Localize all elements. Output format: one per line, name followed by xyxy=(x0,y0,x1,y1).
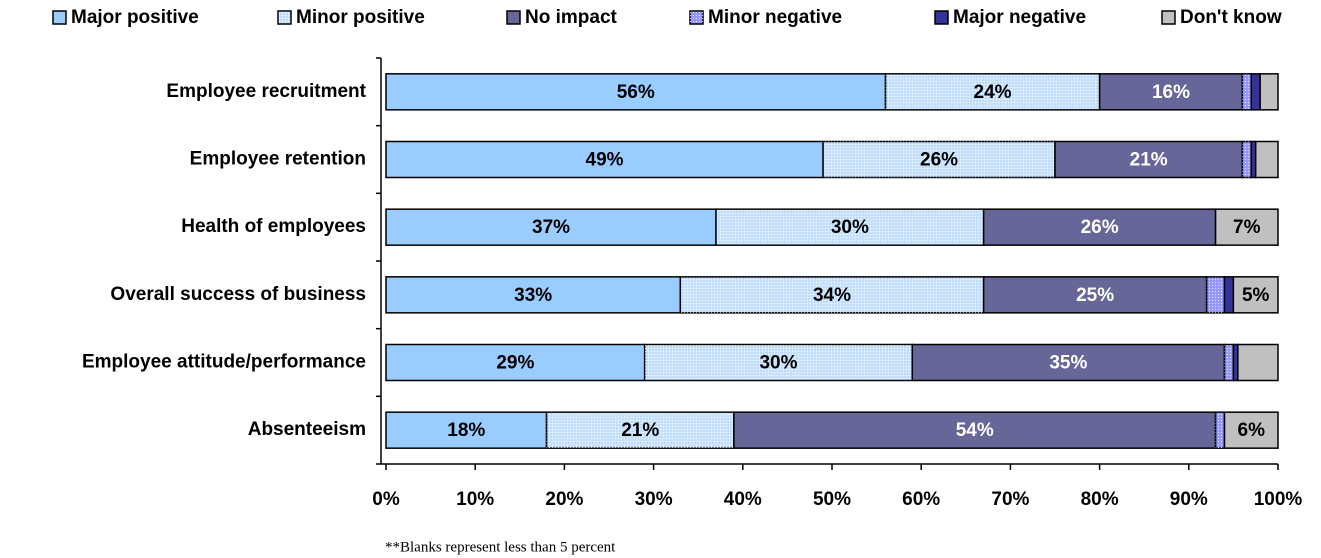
y-tick-label: Employee recruitment xyxy=(166,81,366,102)
bar-segment xyxy=(385,140,824,179)
bar-segment-pattern xyxy=(823,141,1055,178)
legend-label: Minor positive xyxy=(296,7,425,28)
legend-label: Don't know xyxy=(1180,7,1282,28)
bar-segment xyxy=(1214,208,1279,246)
bar-segment-pattern xyxy=(1242,73,1252,110)
bar-segment xyxy=(1223,411,1279,449)
bar-segment xyxy=(385,343,646,382)
data-label: 21% xyxy=(621,420,659,441)
data-label: 34% xyxy=(813,285,851,306)
data-label: 26% xyxy=(1081,217,1119,238)
x-tick-label: 70% xyxy=(991,489,1029,510)
bar-segment xyxy=(982,276,1208,314)
data-label: 37% xyxy=(532,217,570,238)
x-tick-label: 60% xyxy=(902,489,940,510)
bar-segment xyxy=(1237,343,1279,382)
legend-swatch-pattern xyxy=(690,11,703,24)
legend-label: Major negative xyxy=(953,7,1086,28)
data-label: 6% xyxy=(1238,420,1266,441)
data-label: 29% xyxy=(496,353,534,374)
bar-segment xyxy=(1232,276,1279,314)
bar-segment-pattern xyxy=(1224,344,1234,381)
bar-segment-pattern xyxy=(644,344,913,381)
bar-segment-pattern xyxy=(1242,141,1252,178)
x-tick-label: 10% xyxy=(456,489,494,510)
x-tick-label: 20% xyxy=(545,489,583,510)
bar-segment-pattern xyxy=(546,412,734,449)
bar-segment-pattern xyxy=(1215,412,1225,449)
legend-swatch xyxy=(1161,10,1176,25)
bar-segment xyxy=(385,276,682,314)
data-label: 30% xyxy=(831,217,869,238)
data-label: 16% xyxy=(1152,82,1190,103)
legend-label: No impact xyxy=(525,7,618,28)
bar-segment xyxy=(1223,276,1235,314)
bar-segment xyxy=(385,73,887,111)
bar-segment xyxy=(911,343,1226,382)
data-label: 33% xyxy=(514,285,552,306)
y-tick-label: Employee retention xyxy=(190,149,366,170)
data-label: 56% xyxy=(617,82,655,103)
legend-swatch-pattern xyxy=(278,11,291,24)
data-label: 24% xyxy=(974,82,1012,103)
data-label: 30% xyxy=(759,353,797,374)
data-label: 21% xyxy=(1130,150,1168,171)
y-tick-label: Employee attitude/performance xyxy=(82,352,366,373)
data-label: 18% xyxy=(447,420,485,441)
legend-label: Major positive xyxy=(71,7,199,28)
x-tick-label: 90% xyxy=(1170,489,1208,510)
x-tick-label: 100% xyxy=(1254,489,1303,510)
bar-segment xyxy=(1250,73,1261,111)
x-tick-label: 80% xyxy=(1081,489,1119,510)
data-label: 35% xyxy=(1049,353,1087,374)
bar-segment xyxy=(1254,140,1279,179)
legend-swatch xyxy=(506,10,521,25)
footnote: **Blanks represent less than 5 percent xyxy=(385,539,616,555)
data-label: 7% xyxy=(1233,217,1261,238)
x-tick-label: 30% xyxy=(635,489,673,510)
y-tick-label: Overall success of business xyxy=(110,284,366,305)
legend-swatch xyxy=(934,10,949,25)
bar-segment-pattern xyxy=(680,276,984,313)
data-label: 54% xyxy=(956,420,994,441)
bar-segment-pattern xyxy=(1206,276,1225,313)
bar-segment xyxy=(733,411,1217,449)
bar-segment xyxy=(1098,73,1244,111)
data-label: 26% xyxy=(920,150,958,171)
x-tick-label: 50% xyxy=(813,489,851,510)
y-tick-label: Absenteeism xyxy=(248,419,366,440)
x-tick-label: 0% xyxy=(372,489,400,510)
bar-segment-pattern xyxy=(716,209,984,246)
bar-segment-pattern xyxy=(885,73,1100,110)
y-tick-label: Health of employees xyxy=(181,216,366,237)
bar-segment xyxy=(1259,73,1279,111)
data-label: 49% xyxy=(586,150,624,171)
legend-label: Minor negative xyxy=(708,7,842,28)
data-label: 25% xyxy=(1076,285,1114,306)
x-tick-label: 40% xyxy=(724,489,762,510)
legend-swatch xyxy=(52,10,67,25)
bar-segment xyxy=(385,208,717,246)
data-label: 5% xyxy=(1242,285,1270,306)
